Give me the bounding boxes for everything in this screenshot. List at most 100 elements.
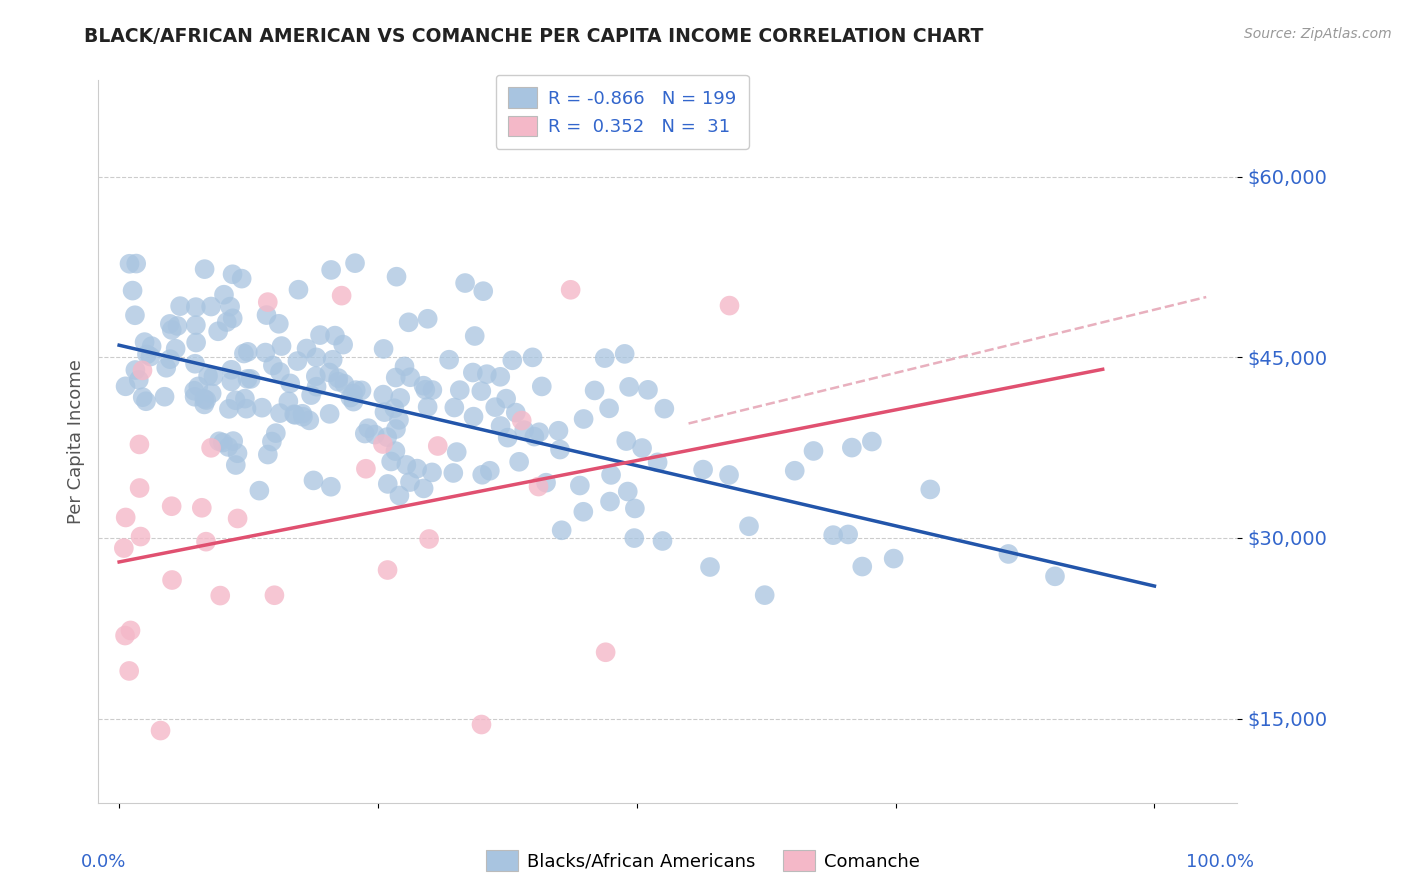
Point (527, 425, 550, 440)
Point (997, 547, 1019, 561)
Point (183, 384, 205, 398)
Point (548, 442, 571, 457)
Point (125, 256, 148, 270)
Point (463, 409, 485, 424)
Point (159, 317, 181, 331)
Point (475, 367, 498, 381)
Point (302, 474, 325, 488)
Point (412, 482, 434, 496)
Point (295, 342, 318, 356)
Point (373, 405, 395, 419)
Point (614, 434, 637, 448)
Point (420, 466, 443, 480)
Point (232, 346, 254, 360)
Point (718, 467, 741, 482)
Point (131, 390, 153, 404)
Point (373, 387, 395, 401)
Point (454, 276, 477, 290)
Point (264, 426, 287, 441)
Point (321, 263, 343, 277)
Point (165, 342, 187, 356)
Point (616, 484, 638, 499)
Point (207, 324, 229, 338)
Point (364, 427, 387, 442)
Point (128, 481, 150, 495)
Point (284, 408, 307, 422)
Point (254, 345, 277, 359)
Point (287, 283, 309, 297)
Point (406, 461, 429, 475)
Legend: Blacks/African Americans, Comanche: Blacks/African Americans, Comanche (478, 843, 928, 879)
Point (399, 370, 422, 384)
Point (184, 357, 207, 371)
Point (184, 318, 207, 332)
Point (837, 527, 859, 541)
Point (384, 370, 406, 384)
Point (495, 392, 517, 406)
Point (218, 401, 240, 416)
Point (263, 588, 285, 602)
Point (197, 368, 219, 383)
Point (200, 300, 222, 314)
Point (339, 391, 361, 405)
Point (267, 317, 290, 331)
Point (128, 437, 150, 451)
Point (344, 256, 367, 270)
Point (277, 394, 299, 409)
Point (718, 299, 741, 313)
Point (851, 559, 873, 574)
Point (221, 375, 243, 389)
Point (598, 401, 620, 416)
Point (471, 467, 494, 482)
Point (470, 384, 492, 398)
Point (155, 360, 177, 375)
Point (256, 308, 278, 322)
Point (412, 378, 434, 392)
Point (418, 532, 440, 546)
Point (236, 372, 259, 386)
Point (860, 434, 883, 449)
Point (600, 467, 623, 482)
Point (305, 379, 328, 393)
Point (332, 337, 354, 351)
Point (344, 383, 367, 397)
Point (195, 534, 218, 549)
Point (572, 412, 595, 426)
Point (114, 510, 136, 524)
Point (278, 376, 301, 391)
Point (222, 311, 245, 326)
Point (184, 335, 207, 350)
Point (461, 366, 484, 380)
Point (595, 645, 617, 659)
Point (637, 383, 659, 397)
Point (262, 359, 284, 373)
Point (394, 359, 416, 374)
Point (375, 430, 398, 444)
Point (416, 400, 439, 414)
Point (651, 533, 673, 548)
Point (256, 448, 278, 462)
Point (118, 257, 141, 271)
Point (415, 383, 437, 397)
Point (124, 363, 146, 377)
Text: Source: ZipAtlas.com: Source: ZipAtlas.com (1244, 27, 1392, 41)
Point (920, 483, 942, 497)
Point (191, 500, 214, 515)
Point (139, 350, 162, 364)
Point (183, 390, 205, 404)
Point (472, 284, 495, 298)
Point (328, 371, 350, 385)
Point (384, 444, 406, 458)
Point (256, 295, 278, 310)
Point (534, 475, 557, 490)
Point (250, 401, 273, 415)
Point (221, 267, 243, 281)
Point (522, 351, 544, 365)
Point (416, 311, 439, 326)
Point (226, 511, 249, 525)
Point (149, 723, 172, 738)
Point (131, 363, 153, 377)
Point (231, 271, 253, 285)
Point (371, 437, 394, 451)
Point (623, 531, 645, 545)
